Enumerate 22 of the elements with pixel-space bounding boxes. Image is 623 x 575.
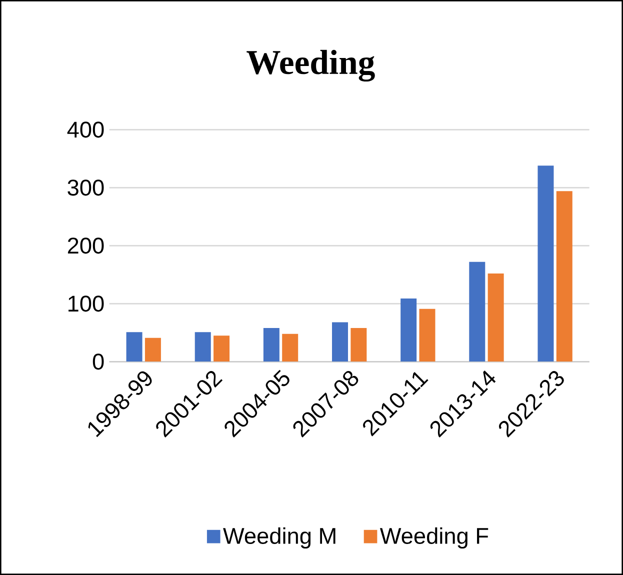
bar — [419, 308, 436, 362]
bar — [144, 338, 161, 362]
bar — [332, 322, 348, 362]
bar — [556, 191, 572, 362]
bar — [538, 166, 554, 362]
y-tick-label: 400 — [67, 122, 104, 138]
y-tick-label: 100 — [68, 296, 104, 312]
bar — [469, 262, 486, 362]
legend-label: Weeding M — [223, 527, 336, 548]
y-tick-label: 300 — [68, 180, 104, 196]
bar — [400, 298, 417, 362]
bar — [214, 336, 230, 362]
chart-title: Weeding — [246, 50, 375, 82]
bar — [194, 332, 211, 362]
bar — [263, 328, 280, 362]
y-tick-label: 0 — [92, 354, 104, 370]
bar — [350, 328, 367, 362]
bar — [282, 334, 298, 362]
legend-label: Weeding F — [380, 527, 488, 548]
bar — [126, 332, 142, 362]
bar — [488, 274, 504, 362]
y-tick-label: 200 — [68, 238, 104, 254]
